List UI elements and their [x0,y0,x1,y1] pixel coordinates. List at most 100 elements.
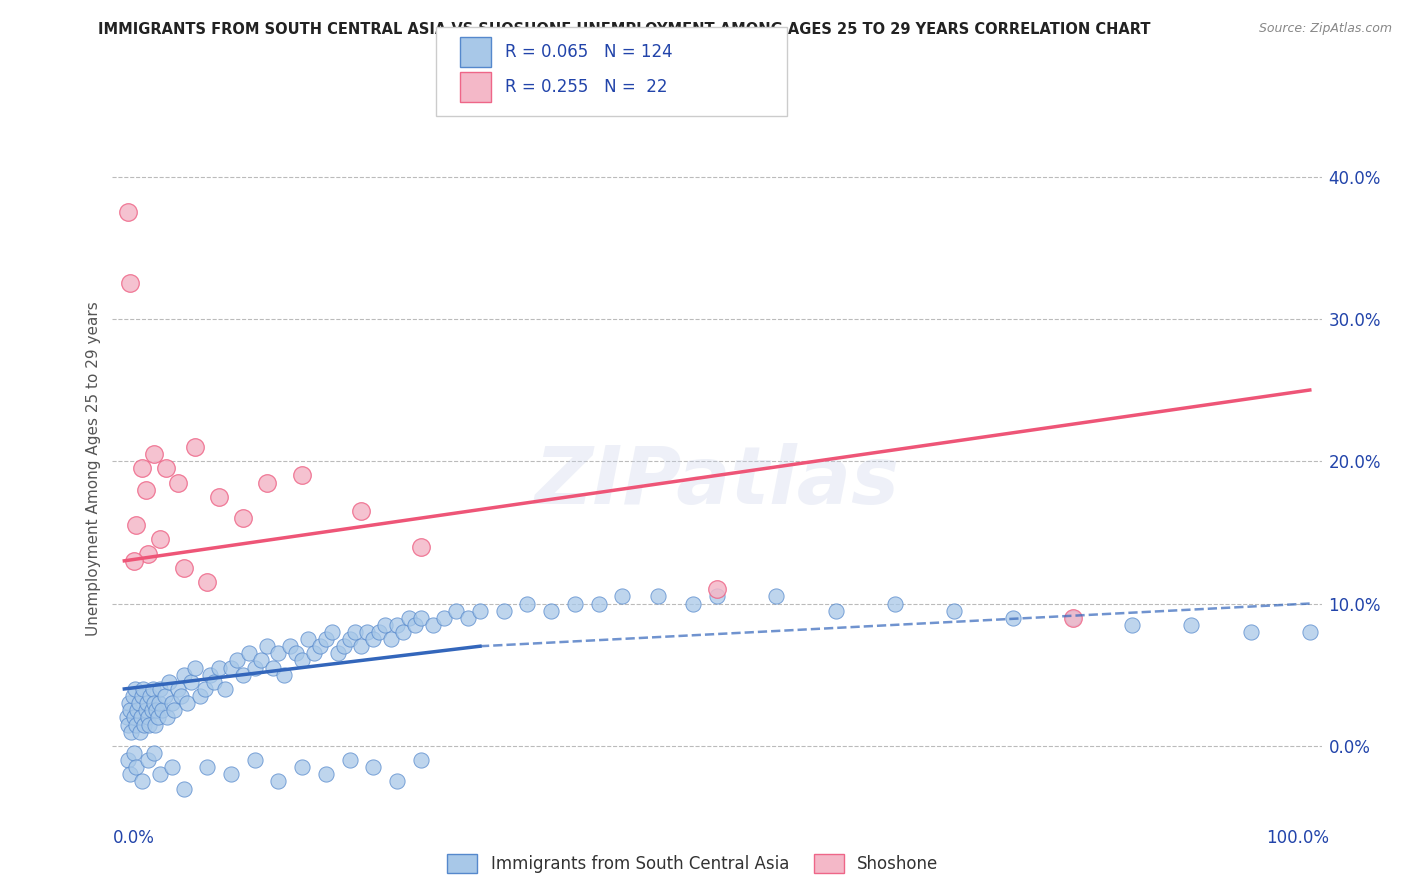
Point [339,753,361,767]
Point [150,703,173,717]
Point [1239,625,1261,640]
Point [232,667,254,681]
Point [131,689,153,703]
Point [398,611,420,625]
Point [198,667,221,681]
Point [134,717,156,731]
Point [180,674,202,689]
Point [125,760,148,774]
Point [315,767,337,781]
Point [149,681,172,696]
Point [374,618,396,632]
Point [297,632,319,646]
Point [256,475,278,490]
Point [118,696,141,710]
Point [361,760,384,774]
Point [232,511,254,525]
Point [765,590,787,604]
Point [339,632,361,646]
Point [204,674,226,689]
Point [468,604,491,618]
Point [540,604,562,618]
Point [516,597,538,611]
Point [1180,618,1202,632]
Point [647,590,669,604]
Point [121,689,143,703]
Point [404,618,426,632]
Point [492,604,515,618]
Point [564,597,586,611]
Point [457,611,479,625]
Point [143,717,166,731]
Point [149,533,172,547]
Point [219,767,242,781]
Point [361,632,384,646]
Point [422,618,444,632]
Point [155,461,177,475]
Point [184,440,207,454]
Legend: Immigrants from South Central Asia, Shoshone: Immigrants from South Central Asia, Shos… [439,847,946,881]
Point [160,696,183,710]
Point [267,646,290,660]
Point [146,710,169,724]
Point [219,660,242,674]
Point [1002,611,1025,625]
Point [208,660,231,674]
Point [117,717,139,731]
Point [188,689,211,703]
Point [238,646,260,660]
Point [344,625,367,640]
Point [385,618,408,632]
Point [278,639,301,653]
Point [136,710,159,724]
Point [262,660,284,674]
Point [356,625,378,640]
Text: IMMIGRANTS FROM SOUTH CENTRAL ASIA VS SHOSHONE UNEMPLOYMENT AMONG AGES 25 TO 29 : IMMIGRANTS FROM SOUTH CENTRAL ASIA VS SH… [98,22,1152,37]
Point [195,760,218,774]
Text: R = 0.255   N =  22: R = 0.255 N = 22 [505,78,668,96]
Point [135,703,157,717]
Point [153,689,176,703]
Point [139,689,162,703]
Point [125,518,148,533]
Point [943,604,966,618]
Point [173,781,195,796]
Y-axis label: Unemployment Among Ages 25 to 29 years: Unemployment Among Ages 25 to 29 years [86,301,101,636]
Point [392,625,415,640]
Point [128,696,150,710]
Point [163,703,186,717]
Point [433,611,456,625]
Point [267,774,290,789]
Point [141,703,163,717]
Point [143,746,166,760]
Point [291,468,314,483]
Point [706,582,728,597]
Point [321,625,343,640]
Text: 0.0%: 0.0% [112,829,155,847]
Point [380,632,402,646]
Point [129,710,152,724]
Point [115,710,138,724]
Point [682,597,704,611]
Point [291,760,314,774]
Point [1121,618,1143,632]
Point [315,632,337,646]
Point [243,753,266,767]
Point [166,681,188,696]
Point [385,774,408,789]
Point [612,590,634,604]
Point [208,490,231,504]
Point [149,767,172,781]
Point [145,703,167,717]
Point [120,703,142,717]
Point [127,703,149,717]
Point [706,590,728,604]
Point [824,604,846,618]
Point [243,660,266,674]
Point [166,475,188,490]
Point [138,717,160,731]
Point [332,639,354,653]
Point [148,696,170,710]
Point [446,604,468,618]
Point [883,597,905,611]
